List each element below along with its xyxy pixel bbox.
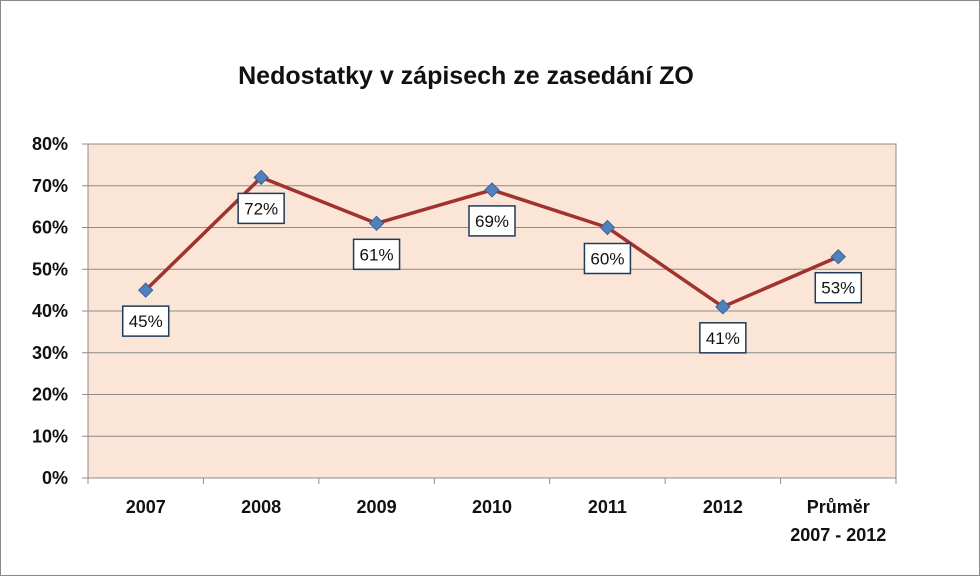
data-label: 53% <box>821 279 855 298</box>
x-tick-label-line: Průměr <box>807 497 870 517</box>
data-point-marker <box>368 215 385 232</box>
x-tick-label-line: 2010 <box>472 497 512 517</box>
data-point-marker <box>138 282 154 298</box>
x-tick-label-line: 2012 <box>703 497 743 517</box>
y-tick-label: 60% <box>32 218 68 238</box>
data-label-box <box>121 305 170 337</box>
data-label: 69% <box>475 212 509 231</box>
data-label-box <box>699 322 747 354</box>
x-tick-label-line: 2007 - 2012 <box>790 525 886 545</box>
y-tick-label: 10% <box>32 426 68 446</box>
y-tick-label: 30% <box>32 343 68 363</box>
axes: 0% 10% 20% 30% 40% 50% 60% 70% 80% 2007 2008 2009 20… <box>32 134 897 545</box>
y-tick-label: 40% <box>32 301 68 321</box>
y-tick-label: 20% <box>32 385 68 405</box>
data-label: 72% <box>244 199 278 218</box>
data-label-box <box>468 205 516 237</box>
x-tick-label-line: 2011 <box>588 497 627 517</box>
x-tick-label: 2012 <box>703 497 743 517</box>
data-label-box <box>237 192 285 225</box>
data-label-box <box>352 238 401 271</box>
x-tick-label-line: 2007 <box>126 497 166 517</box>
data-point-marker <box>253 169 269 186</box>
x-tick-label: 2010 <box>472 497 512 517</box>
x-tick-label-line: 2008 <box>241 497 281 517</box>
y-tick-label: 50% <box>32 259 68 279</box>
y-tick-label: 0% <box>42 468 68 488</box>
x-tick-label: 2007 <box>126 497 166 517</box>
series-markers <box>138 169 846 315</box>
data-label: 41% <box>706 329 740 348</box>
y-tick-label: 70% <box>32 176 68 196</box>
data-point-marker <box>599 219 616 236</box>
data-labels: 45% 72% 61% 69% 60% 41% 53% <box>121 192 863 354</box>
x-tick-label-line: 2009 <box>357 497 397 517</box>
x-tick-label: Průměr 2007 - 2012 <box>790 497 886 545</box>
data-label: 61% <box>360 245 394 264</box>
data-label: 45% <box>129 312 163 331</box>
y-tick-label: 80% <box>32 134 68 154</box>
data-point-marker <box>484 182 500 198</box>
x-tick-label: 2008 <box>241 497 281 517</box>
data-label: 60% <box>590 250 624 269</box>
chart-title: Nedostatky v zápisech ze zasedání ZO <box>238 62 694 90</box>
data-label-box <box>583 242 632 275</box>
data-label-box <box>814 271 863 304</box>
x-tick-label: 2011 <box>588 497 627 517</box>
x-tick-label: 2009 <box>357 497 397 517</box>
data-point-marker <box>715 299 731 315</box>
data-point-marker <box>830 249 846 265</box>
